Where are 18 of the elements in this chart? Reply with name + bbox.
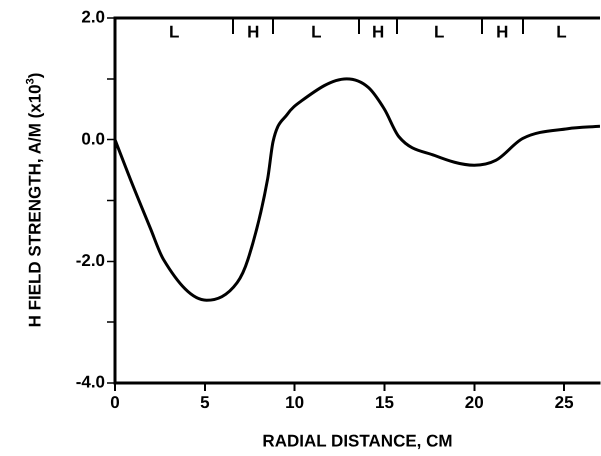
x-tick-label: 20 (464, 392, 484, 412)
y-tick-label: 0.0 (81, 129, 105, 148)
annotation: H (496, 22, 508, 42)
annotation: L (434, 22, 444, 42)
x-tick-label: 15 (374, 392, 394, 412)
x-tick-label: 5 (200, 392, 210, 412)
annotation: H (372, 22, 384, 42)
x-tick-label: 25 (554, 392, 574, 412)
x-tick-label: 0 (110, 392, 120, 412)
y-tick-label: 2.0 (81, 8, 105, 27)
annotation: L (556, 22, 567, 42)
y-tick-label: -2.0 (76, 251, 105, 270)
annotation: L (311, 22, 322, 42)
annotation: H (247, 22, 260, 42)
annotation: L (168, 22, 180, 42)
x-tick-label: 10 (285, 392, 304, 412)
y-tick-label: -4.0 (76, 372, 105, 392)
x-axis-title: RADIAL DISTANCE, CM (262, 431, 453, 450)
